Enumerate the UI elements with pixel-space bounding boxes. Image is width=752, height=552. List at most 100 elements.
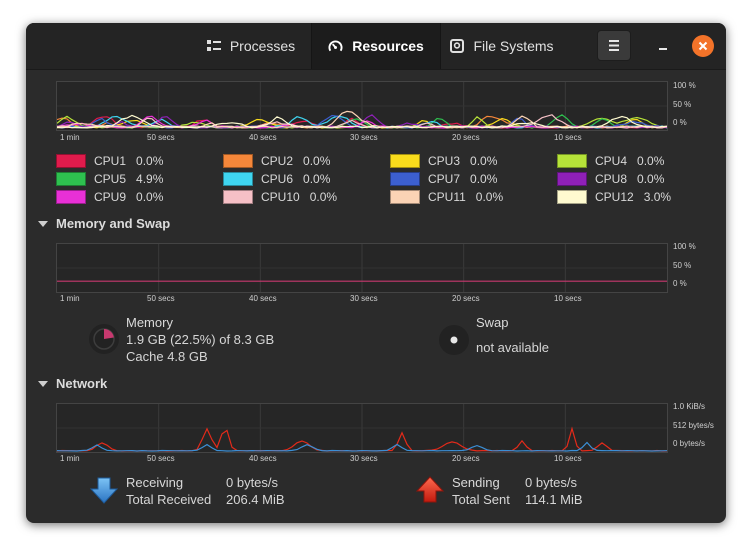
close-button[interactable] (692, 35, 714, 57)
memory-section-toggle[interactable]: Memory and Swap (38, 216, 170, 231)
total-sent-label: Total Sent (452, 492, 510, 507)
cpu-item[interactable]: CPU3 0.0% (390, 153, 497, 169)
expander-arrow-icon (38, 220, 48, 227)
cpu-item[interactable]: CPU8 0.0% (557, 171, 664, 187)
time-label: 1 min (60, 294, 80, 303)
cpu-value: 0.0% (637, 172, 665, 186)
cpu-name: CPU5 (94, 172, 127, 186)
cpu-value: 4.9% (136, 172, 164, 186)
receiving-value: 0 bytes/s (226, 475, 279, 490)
cpu-axis-0: 0 % (673, 118, 687, 127)
cpu-value: 0.0% (309, 190, 338, 204)
cpu-item[interactable]: CPU7 0.0% (390, 171, 497, 187)
cpu-item[interactable]: CPU10 0.0% (223, 189, 337, 205)
tab-resources[interactable]: Resources (311, 23, 441, 69)
total-sent-value: 114.1 MiB (525, 492, 583, 507)
time-label: 50 secs (147, 133, 175, 142)
cpu-item[interactable]: CPU9 0.0% (56, 189, 163, 205)
cpu-name: CPU4 (595, 154, 628, 168)
time-label: 1 min (60, 133, 80, 142)
cpu-history-line (57, 114, 667, 129)
cpu-name: CPU12 (595, 190, 634, 204)
cpu-item[interactable]: CPU4 0.0% (557, 153, 664, 169)
cpu-axis-100: 100 % (673, 81, 696, 90)
network-section-title: Network (56, 376, 108, 391)
menu-button[interactable] (597, 30, 631, 61)
memory-history-graph (56, 243, 668, 293)
network-receive-line (57, 441, 667, 452)
cpu-color-swatch[interactable] (390, 190, 420, 204)
memory-pie-icon (89, 324, 119, 354)
cpu-color-swatch[interactable] (557, 172, 587, 186)
memory-axis-100: 100 % (673, 242, 696, 251)
cpu-item[interactable]: CPU6 0.0% (223, 171, 330, 187)
cpu-item[interactable]: CPU2 0.0% (223, 153, 330, 169)
time-label: 40 secs (249, 133, 277, 142)
memory-section-title: Memory and Swap (56, 216, 171, 231)
cpu-name: CPU3 (428, 154, 461, 168)
total-received-label: Total Received (126, 492, 212, 507)
time-label: 40 secs (249, 294, 277, 303)
cpu-axis-50: 50 % (673, 100, 692, 109)
cpu-color-swatch[interactable] (557, 154, 587, 168)
minimize-button[interactable] (652, 35, 674, 57)
minimize-icon (659, 48, 667, 50)
cpu-name: CPU7 (428, 172, 461, 186)
tab-file-systems[interactable]: File Systems (442, 23, 562, 69)
cpu-color-swatch[interactable] (223, 172, 253, 186)
cpu-name: CPU1 (94, 154, 127, 168)
time-label: 50 secs (147, 454, 175, 463)
network-history-graph (56, 403, 668, 453)
cpu-name: CPU8 (595, 172, 628, 186)
tab-processes-label: Processes (229, 38, 296, 54)
tab-processes[interactable]: Processes (192, 23, 310, 69)
swap-status: not available (476, 340, 549, 355)
cpu-value: 0.0% (303, 172, 331, 186)
cpu-color-swatch[interactable] (390, 154, 420, 168)
expander-arrow-icon (38, 380, 48, 387)
time-label: 30 secs (350, 454, 378, 463)
network-section-toggle[interactable]: Network (38, 376, 107, 391)
memory-cache-value: Cache 4.8 GB (126, 349, 208, 364)
cpu-item[interactable]: CPU12 3.0% (557, 189, 671, 205)
cpu-color-swatch[interactable] (557, 190, 587, 204)
cpu-value: 3.0% (643, 190, 672, 204)
header-bar: Processes Resources File Systems (26, 23, 726, 70)
processes-list-icon (206, 40, 221, 51)
network-axis-min: 0 bytes/s (673, 439, 706, 448)
disk-icon (450, 39, 465, 53)
sending-label: Sending (452, 475, 500, 490)
cpu-color-swatch[interactable] (56, 154, 86, 168)
cpu-name: CPU6 (261, 172, 294, 186)
time-label: 50 secs (147, 294, 175, 303)
cpu-color-swatch[interactable] (390, 172, 420, 186)
sending-value: 0 bytes/s (525, 475, 578, 490)
network-axis-max: 1.0 KiB/s (673, 402, 706, 411)
memory-used-value: 1.9 GB (22.5%) of 8.3 GB (126, 332, 275, 347)
hamburger-menu-icon (609, 40, 619, 51)
cpu-item[interactable]: CPU1 0.0% (56, 153, 163, 169)
memory-axis-50: 50 % (673, 261, 692, 270)
cpu-value: 0.0% (475, 190, 504, 204)
memory-label: Memory (126, 315, 173, 330)
cpu-color-swatch[interactable] (56, 172, 86, 186)
cpu-color-swatch[interactable] (56, 190, 86, 204)
cpu-name: CPU10 (261, 190, 300, 204)
close-icon (698, 41, 708, 51)
cpu-color-swatch[interactable] (223, 154, 253, 168)
time-label: 20 secs (452, 133, 480, 142)
time-label: 40 secs (249, 454, 277, 463)
receiving-label: Receiving (126, 475, 184, 490)
tab-file-systems-label: File Systems (473, 38, 554, 54)
cpu-value: 0.0% (470, 154, 498, 168)
cpu-item[interactable]: CPU5 4.9% (56, 171, 163, 187)
cpu-color-swatch[interactable] (223, 190, 253, 204)
memory-axis-0: 0 % (673, 279, 687, 288)
cpu-item[interactable]: CPU11 0.0% (390, 189, 503, 205)
time-label: 20 secs (452, 454, 480, 463)
cpu-history-line (57, 114, 667, 129)
download-arrow-icon (90, 477, 118, 504)
total-received-value: 206.4 MiB (226, 492, 285, 507)
swap-indicator-icon (439, 325, 469, 355)
time-label: 1 min (60, 454, 80, 463)
